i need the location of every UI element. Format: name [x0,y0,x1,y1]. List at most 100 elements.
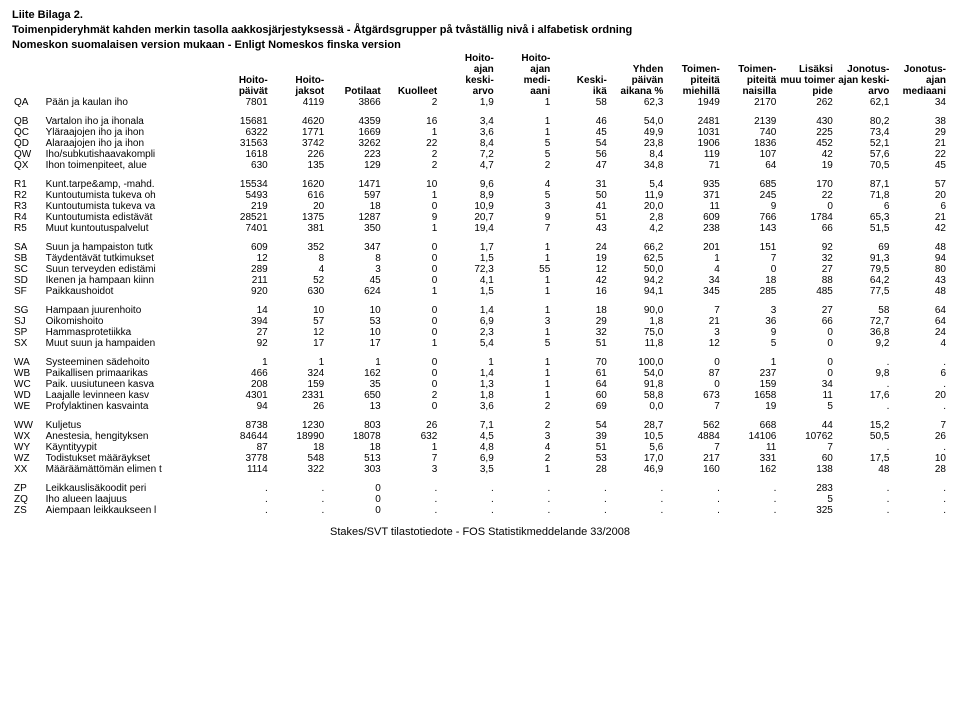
row-code: R3 [12,201,44,212]
row-value: 7 [496,223,553,234]
row-value: 66,2 [609,242,666,253]
table-row: QDAlaraajojen iho ja ihon315633742326222… [12,138,948,149]
row-value: 4301 [213,390,270,401]
row-value: 170 [778,179,835,190]
row-value: . [552,483,609,494]
row-value: 4119 [270,97,327,108]
report-footer: Stakes/SVT tilastotiedote - FOS Statisti… [12,526,948,538]
row-value: 2 [496,453,553,464]
row-value: 1 [496,275,553,286]
row-value: 1,8 [609,316,666,327]
row-value: 8 [270,253,327,264]
table-row: XXMääräämättömän elimen t111432230333,51… [12,464,948,475]
row-value: 91,3 [835,253,892,264]
row-value: 1836 [722,138,779,149]
row-value: 1 [496,286,553,297]
row-value: . [835,505,892,516]
row-value: . [496,494,553,505]
column-header [722,53,779,64]
row-value: 5493 [213,190,270,201]
row-value: 61 [552,368,609,379]
row-value: 64 [552,379,609,390]
row-value: 15,2 [835,420,892,431]
table-row: WYKäyntityypit87181814,84515,67117.. [12,442,948,453]
row-value: 1375 [270,212,327,223]
row-value: 1 [383,338,440,349]
row-value: 238 [665,223,722,234]
row-value: 394 [213,316,270,327]
row-code: WE [12,401,44,412]
row-value: 0 [383,253,440,264]
row-value: 740 [722,127,779,138]
row-value: 1 [496,390,553,401]
row-value: 0 [722,264,779,275]
row-value: 28 [552,464,609,475]
row-value: . [439,494,496,505]
row-value: 1,7 [439,242,496,253]
row-code: WA [12,357,44,368]
column-header [12,64,44,75]
row-value: 4 [496,179,553,190]
row-value: 285 [722,286,779,297]
row-value: 34,8 [609,160,666,171]
row-value: 24 [891,327,948,338]
row-value: 0 [383,316,440,327]
row-value: 57,6 [835,149,892,160]
row-value: 1 [496,242,553,253]
table-row: R3Kuntoutumista tukeva va2192018010,9341… [12,201,948,212]
row-value: 4 [891,338,948,349]
row-value: 92 [778,242,835,253]
row-value: 5 [496,149,553,160]
row-label: Täydentävät tutkimukset [44,253,214,264]
row-value: 322 [270,464,327,475]
column-header: Hoito- [270,75,327,86]
row-value: 21 [891,138,948,149]
column-header [270,53,327,64]
row-value: 62,1 [835,97,892,108]
table-row: SXMuut suun ja hampaiden92171715,455111,… [12,338,948,349]
row-value: 0 [383,379,440,390]
row-value: 45 [326,275,383,286]
column-header: miehillä [665,86,722,97]
row-code: WW [12,420,44,431]
row-value: 31563 [213,138,270,149]
row-value: 0 [665,379,722,390]
row-value: 0 [383,357,440,368]
column-header: ajan keski- [835,75,892,86]
row-value: 2481 [665,116,722,127]
row-value: 513 [326,453,383,464]
table-row: SJOikomishoito394575306,93291,821366672,… [12,316,948,327]
row-value: 0 [665,357,722,368]
row-value: 562 [665,420,722,431]
row-value: 8,9 [439,190,496,201]
row-value: 597 [326,190,383,201]
row-value: 18 [270,442,327,453]
row-value: 75,0 [609,327,666,338]
row-value: 34 [665,275,722,286]
row-value: 2 [496,160,553,171]
row-value: 10 [270,305,327,316]
row-value: 7 [665,442,722,453]
row-value: 72,3 [439,264,496,275]
row-value: 2 [496,420,553,431]
row-value: 0 [383,401,440,412]
column-header: Hoito- [496,53,553,64]
row-value: 6322 [213,127,270,138]
row-value: 94 [213,401,270,412]
row-value: 1 [496,97,553,108]
row-value: 7,2 [439,149,496,160]
row-value: 51 [552,212,609,223]
row-value: 17 [270,338,327,349]
row-value: . [383,483,440,494]
row-value: 609 [213,242,270,253]
row-value: 24 [552,242,609,253]
row-value: . [835,357,892,368]
row-value: 51 [552,338,609,349]
row-label: Suun terveyden edistämi [44,264,214,275]
row-value: 14 [213,305,270,316]
row-code: SJ [12,316,44,327]
row-label: Oikomishoito [44,316,214,327]
row-value: 0 [383,305,440,316]
row-value: 160 [665,464,722,475]
row-value: 135 [270,160,327,171]
